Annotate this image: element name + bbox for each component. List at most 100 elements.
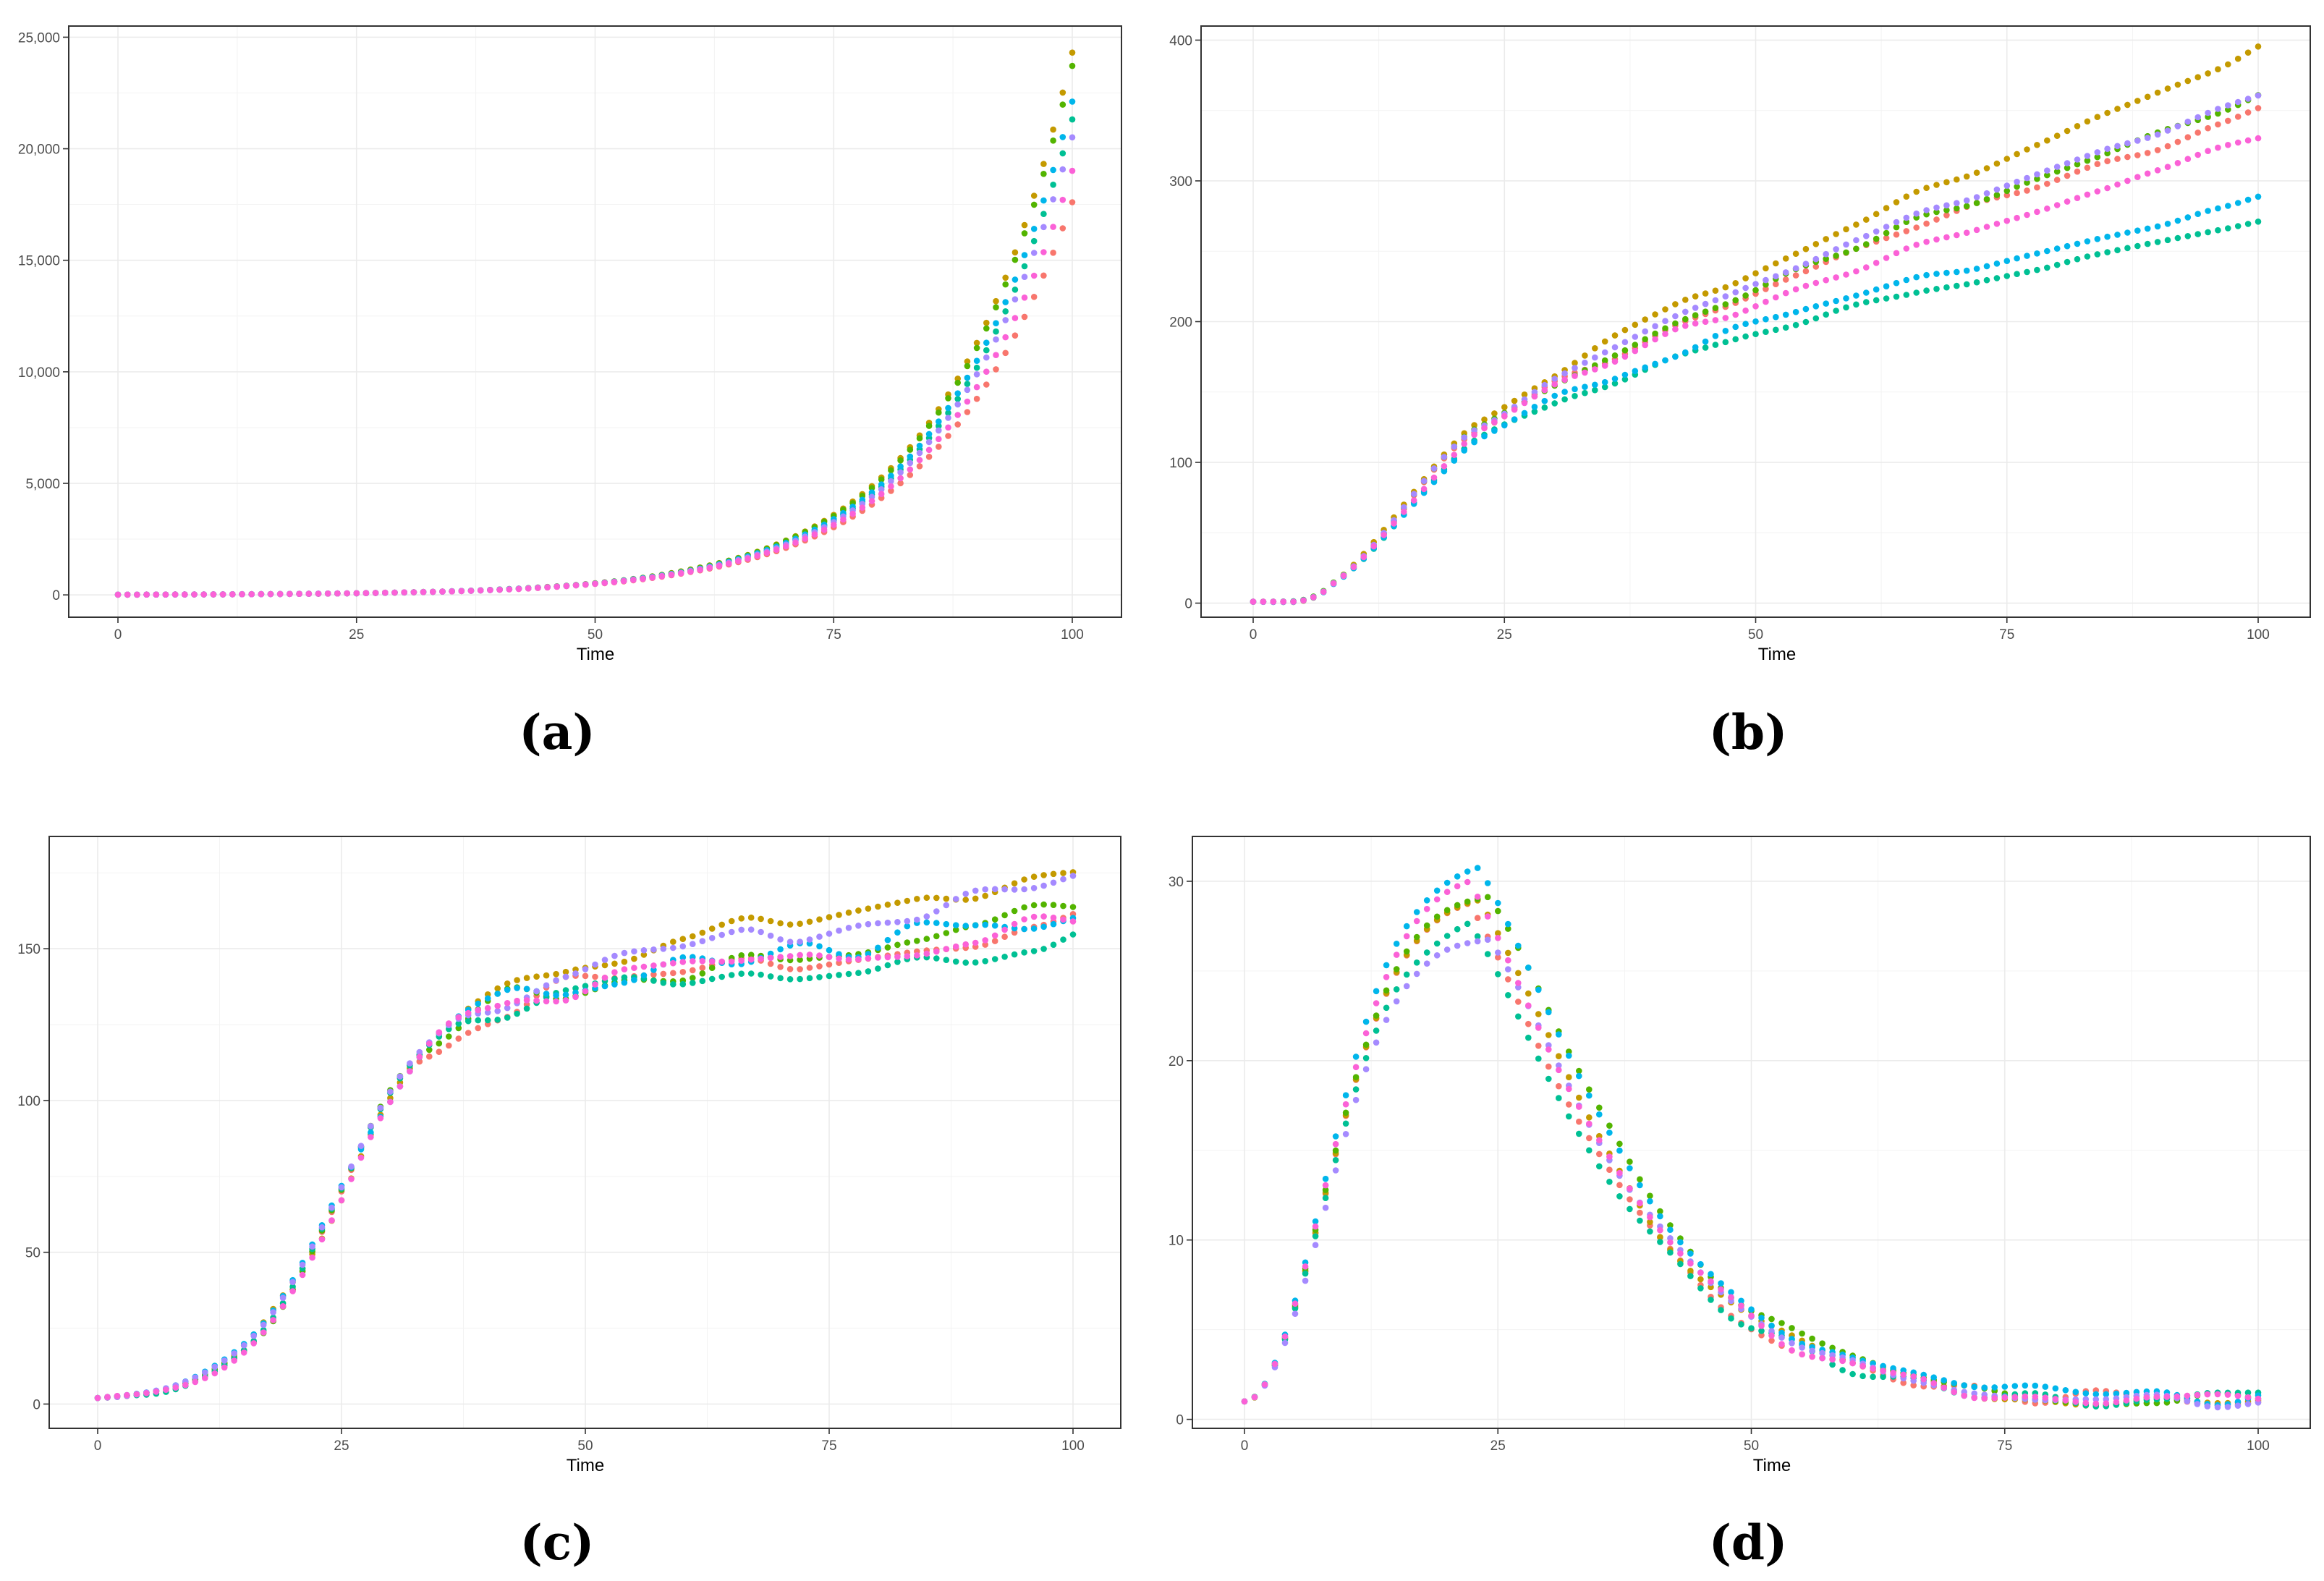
data-point: [2001, 1383, 2009, 1390]
data-point: [1873, 260, 1880, 266]
data-point: [543, 982, 550, 989]
data-point: [1352, 1096, 1360, 1103]
data-point: [2082, 1390, 2090, 1396]
data-point: [305, 590, 313, 597]
data-point: [2114, 181, 2121, 188]
data-point: [1454, 925, 1461, 933]
data-point: [1582, 360, 1588, 366]
data-point: [826, 914, 833, 920]
data-point: [2154, 89, 2161, 96]
data-point: [1792, 250, 1799, 258]
data-point: [1933, 208, 1940, 216]
data-point: [865, 920, 872, 928]
data-point: [2104, 249, 2111, 255]
data-point: [1373, 1039, 1380, 1046]
data-point: [1461, 441, 1467, 447]
data-point: [2244, 1394, 2252, 1401]
data-point: [954, 421, 961, 428]
data-point: [806, 936, 813, 943]
data-point: [1332, 1157, 1339, 1164]
data-point: [699, 965, 706, 971]
data-point: [728, 928, 735, 936]
data-point: [1890, 1365, 1896, 1372]
data-point: [2114, 156, 2121, 162]
data-point: [2034, 142, 2040, 148]
data-point: [1843, 271, 1849, 278]
data-point: [1391, 520, 1397, 527]
data-point: [982, 886, 988, 893]
data-point: [2225, 225, 2231, 232]
data-point: [952, 922, 959, 928]
data-point: [171, 591, 179, 598]
x-ticks-a: 0 25 50 75 100: [114, 617, 1084, 643]
data-point: [210, 591, 217, 598]
x-tick-label: 50: [1748, 627, 1763, 643]
data-point: [1251, 1394, 1258, 1401]
data-point: [439, 588, 446, 595]
data-point: [1768, 1322, 1775, 1329]
data-point: [840, 516, 847, 523]
data-point: [1758, 1315, 1765, 1321]
data-point: [923, 913, 930, 920]
data-point: [1782, 269, 1789, 276]
data-point: [1923, 238, 1930, 245]
data-point: [1012, 296, 1019, 303]
x-axis-title-c: Time: [567, 1456, 604, 1475]
data-point: [2143, 1394, 2150, 1401]
data-point: [1551, 392, 1558, 399]
x-tick-label: 100: [2247, 627, 2270, 643]
data-point: [1362, 1018, 1370, 1025]
data-point: [1433, 952, 1441, 959]
data-point: [1443, 946, 1451, 953]
data-point: [758, 915, 764, 923]
data-point: [1601, 378, 1608, 386]
data-point: [1606, 1153, 1613, 1160]
data-point: [1551, 381, 1558, 388]
data-point: [1059, 134, 1066, 140]
data-point: [1853, 292, 1859, 299]
data-point: [1637, 1217, 1643, 1224]
data-point: [1030, 226, 1038, 232]
data-point: [1505, 925, 1511, 932]
data-point: [582, 988, 589, 995]
data-point: [820, 526, 828, 533]
data-point: [1763, 276, 1769, 284]
data-point: [1474, 938, 1481, 945]
data-point: [1778, 1320, 1785, 1326]
data-point: [1809, 1347, 1815, 1355]
data-point: [925, 423, 933, 429]
data-point: [2123, 1397, 2130, 1404]
data-point: [1002, 299, 1009, 305]
data-point: [1531, 404, 1538, 410]
data-point: [1839, 1357, 1846, 1365]
data-point: [1443, 907, 1451, 914]
data-point: [973, 364, 980, 371]
data-point: [1515, 984, 1522, 991]
data-point: [2164, 237, 2171, 244]
data-point: [1586, 1120, 1593, 1127]
data-point: [1849, 1370, 1856, 1378]
data-point: [2044, 137, 2051, 144]
data-point: [1913, 274, 1920, 281]
data-point: [2255, 92, 2262, 99]
data-point: [738, 957, 745, 964]
data-point: [1383, 1017, 1390, 1023]
data-point: [2174, 123, 2181, 130]
data-point: [1312, 1233, 1319, 1239]
data-point: [973, 371, 980, 378]
data-point: [1556, 1062, 1562, 1069]
data-point: [1040, 882, 1047, 889]
data-point: [1870, 1365, 1876, 1372]
data-point: [1050, 915, 1057, 921]
data-point: [2154, 239, 2161, 245]
data-point: [1789, 1347, 1795, 1354]
data-point: [2052, 1396, 2059, 1402]
data-point: [2114, 232, 2121, 238]
data-point: [1576, 1072, 1582, 1080]
data-point: [1819, 1355, 1825, 1362]
data-point: [1954, 176, 1960, 183]
data-point: [1941, 1384, 1947, 1391]
data-point: [621, 979, 628, 986]
data-point: [2114, 106, 2121, 112]
data-point: [1652, 323, 1658, 330]
